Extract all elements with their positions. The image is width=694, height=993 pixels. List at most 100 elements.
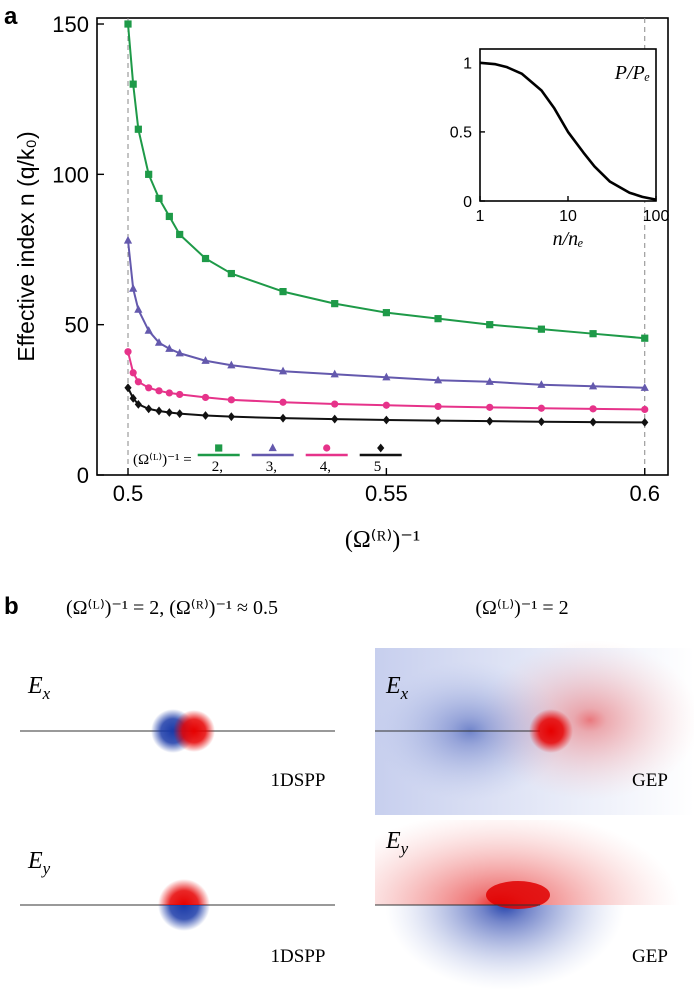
- legend-label: 5: [374, 459, 382, 475]
- component-sub: y: [399, 839, 409, 858]
- marker: [176, 390, 184, 399]
- marker: [134, 378, 142, 386]
- marker: [165, 212, 173, 221]
- marker: [278, 366, 288, 375]
- marker: [129, 369, 137, 377]
- marker: [588, 381, 598, 390]
- marker: [330, 369, 339, 378]
- marker: [155, 387, 163, 395]
- component-label: Ex: [27, 673, 51, 703]
- y-tick-label: 50: [65, 313, 89, 338]
- marker: [433, 375, 443, 384]
- marker: [434, 402, 442, 411]
- x-tick-label: 1: [476, 208, 485, 225]
- marker: [165, 344, 174, 352]
- marker: [129, 393, 137, 403]
- marker: [123, 235, 133, 244]
- mode-label: 1DSPP: [271, 770, 326, 791]
- y-tick-label: 0: [463, 194, 472, 211]
- marker: [641, 334, 649, 342]
- marker: [537, 325, 545, 333]
- marker: [155, 406, 163, 416]
- marker: [175, 348, 184, 357]
- marker: [640, 383, 649, 391]
- x-axis-label: (Ω⁽ᴿ⁾)⁻¹: [345, 527, 420, 553]
- marker: [279, 398, 287, 406]
- marker: [331, 300, 339, 308]
- marker: [201, 393, 210, 402]
- component: E: [385, 673, 401, 699]
- x-tick-label: 0.5: [113, 481, 144, 506]
- marker: [486, 403, 494, 411]
- field-map: [375, 820, 694, 993]
- marker: [145, 384, 153, 392]
- marker: [201, 411, 210, 420]
- x-tick-label: 100: [643, 208, 670, 225]
- marker: [279, 287, 287, 296]
- legend-label: 3,: [266, 459, 277, 475]
- marker: [641, 405, 649, 414]
- marker: [124, 348, 132, 356]
- field-map: [20, 879, 335, 931]
- marker: [201, 356, 210, 364]
- marker: [155, 194, 163, 202]
- marker: [227, 412, 235, 422]
- x-tick-label: 0.6: [629, 481, 660, 506]
- marker: [144, 326, 153, 334]
- marker: [331, 414, 339, 424]
- component: E: [27, 848, 43, 874]
- y-tick-label: 1: [463, 56, 472, 73]
- legend-title: (Ω⁽ᴸ⁾)⁻¹ =: [133, 452, 192, 468]
- annotation: P/Pₑ: [614, 62, 650, 84]
- component-sub: x: [42, 684, 51, 703]
- component-label: Ey: [27, 848, 51, 878]
- legend-label: 2,: [212, 459, 223, 475]
- marker: [382, 401, 390, 409]
- y-tick-label: 100: [52, 162, 89, 187]
- marker: [589, 330, 597, 338]
- marker: [537, 380, 546, 388]
- marker: [537, 417, 545, 427]
- marker: [227, 269, 235, 278]
- marker: [589, 417, 597, 427]
- marker: [382, 415, 390, 425]
- marker: [589, 405, 597, 413]
- marker: [176, 230, 184, 239]
- marker: [129, 80, 137, 88]
- y-tick-label: 150: [52, 12, 89, 37]
- x-axis-label: n/nₑ: [553, 228, 584, 250]
- marker: [145, 170, 153, 178]
- marker: [227, 396, 235, 404]
- mode-label: 1DSPP: [271, 946, 326, 967]
- field-map: [20, 709, 335, 753]
- mode-label: GEP: [632, 946, 668, 967]
- marker: [134, 305, 143, 313]
- y-tick-label: 0.5: [450, 125, 472, 142]
- marker: [176, 409, 184, 419]
- marker: [486, 416, 494, 426]
- marker: [641, 417, 649, 427]
- marker: [129, 283, 138, 292]
- legend-marker: [377, 443, 385, 453]
- column-title: (Ω⁽ᴸ⁾)⁻¹ = 2, (Ω⁽ᴿ⁾)⁻¹ ≈ 0.5: [66, 597, 278, 619]
- marker: [382, 372, 391, 381]
- legend-label: 4,: [320, 459, 331, 475]
- marker: [165, 408, 173, 417]
- legend-marker: [215, 444, 223, 452]
- component-sub: x: [400, 684, 409, 703]
- series-line: [479, 61, 657, 201]
- component-sub: y: [41, 859, 51, 878]
- marker: [227, 360, 236, 369]
- marker: [134, 399, 142, 409]
- legend-marker: [323, 444, 331, 452]
- marker: [331, 400, 339, 408]
- marker: [382, 309, 390, 317]
- marker: [154, 338, 164, 346]
- marker: [124, 20, 132, 28]
- marker: [485, 377, 494, 385]
- marker: [486, 321, 494, 329]
- mode-label: GEP: [632, 770, 668, 791]
- marker: [537, 404, 545, 412]
